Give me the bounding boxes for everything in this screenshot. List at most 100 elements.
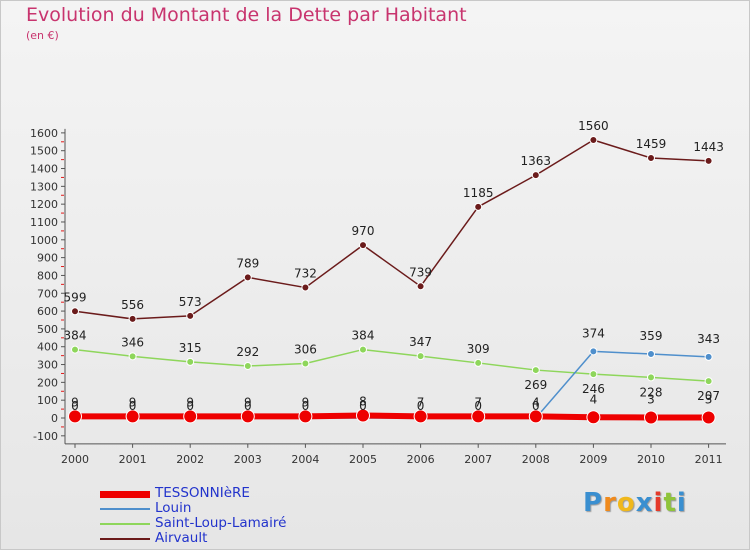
x-tick-label: 2000: [61, 453, 89, 466]
data-label-airvault: 556: [121, 298, 144, 312]
legend-label: Airvault: [155, 530, 208, 546]
data-point-tessonni-re: [183, 409, 198, 424]
legend-swatch: [100, 508, 150, 510]
legend-label: Saint-Loup-Lamairé: [155, 515, 287, 531]
data-label-louin: 0: [244, 399, 252, 413]
x-tick-label: 2001: [119, 453, 147, 466]
data-label-saint-loup-lamair-: 246: [582, 382, 605, 396]
data-label-saint-loup-lamair-: 347: [409, 335, 432, 349]
data-label-saint-loup-lamair-: 384: [64, 329, 87, 343]
data-point-saint-loup-lamair-: [531, 366, 540, 375]
data-point-airvault: [243, 273, 252, 282]
legend-label: Louin: [155, 500, 192, 516]
data-label-tessonni-re: 8: [359, 395, 367, 409]
data-label-louin: 0: [417, 399, 425, 413]
x-tick-label: 2005: [349, 453, 377, 466]
legend-label: TESSONNIèRE: [155, 485, 250, 501]
data-label-louin: 0: [71, 399, 79, 413]
data-point-saint-loup-lamair-: [301, 359, 310, 368]
x-tick-label: 2010: [637, 453, 665, 466]
x-tick-label: 2007: [464, 453, 492, 466]
data-point-saint-loup-lamair-: [704, 377, 713, 386]
logo-letter: i: [653, 488, 664, 518]
legend-swatch: [100, 523, 150, 525]
data-point-airvault: [128, 314, 137, 323]
data-label-airvault: 789: [236, 256, 259, 270]
data-label-louin: 0: [474, 399, 482, 413]
data-label-airvault: 1363: [521, 154, 552, 168]
data-point-airvault: [647, 154, 655, 163]
y-tick-label: 300: [37, 359, 58, 372]
data-label-saint-loup-lamair-: 292: [236, 345, 259, 359]
x-tick-label: 2003: [234, 453, 262, 466]
data-label-tessonni-re: 9: [302, 395, 310, 409]
data-label-saint-loup-lamair-: 309: [467, 342, 490, 356]
logo-letter: r: [603, 488, 617, 518]
y-tick-label: -100: [33, 430, 58, 443]
data-label-louin: 0: [359, 399, 367, 413]
data-label-louin: 359: [640, 329, 663, 343]
data-label-louin: 0: [302, 399, 310, 413]
data-label-louin: 343: [697, 332, 720, 346]
y-tick-label: 200: [37, 376, 58, 389]
logo-letter: i: [676, 488, 687, 518]
data-label-louin: 0: [186, 399, 194, 413]
data-point-airvault: [704, 156, 713, 165]
data-point-saint-loup-lamair-: [186, 357, 195, 366]
data-label-tessonni-re: 9: [71, 395, 79, 409]
legend-swatch: [100, 490, 150, 498]
y-tick-label: 600: [37, 305, 58, 318]
y-tick-label: 1200: [30, 198, 58, 211]
data-label-tessonni-re: 4: [590, 392, 598, 406]
data-label-tessonni-re: 9: [244, 395, 252, 409]
data-label-tessonni-re: 3: [647, 392, 655, 406]
data-label-saint-loup-lamair-: 269: [524, 378, 547, 392]
data-point-saint-loup-lamair-: [589, 370, 598, 379]
series-line-tessonni-re: [75, 412, 709, 421]
y-tick-label: 1500: [30, 145, 58, 158]
data-label-saint-loup-lamair-: 384: [352, 329, 375, 343]
data-point-saint-loup-lamair-: [243, 361, 252, 370]
data-point-airvault: [71, 307, 79, 316]
data-label-tessonni-re: 3: [705, 392, 713, 406]
data-point-saint-loup-lamair-: [128, 352, 137, 361]
logo-letter: x: [635, 488, 654, 518]
data-point-tessonni-re: [644, 410, 658, 425]
y-tick-label: 800: [37, 269, 58, 282]
y-tick-label: 100: [37, 394, 58, 407]
line-chart: -100010020030040050060070080090010001100…: [30, 119, 726, 466]
data-point-tessonni-re: [298, 409, 313, 424]
data-point-airvault: [474, 202, 483, 211]
data-label-saint-loup-lamair-: 315: [179, 341, 202, 355]
y-tick-label: 400: [37, 341, 58, 354]
data-point-tessonni-re: [586, 410, 601, 425]
x-tick-label: 2004: [291, 453, 319, 466]
data-label-tessonni-re: 7: [474, 395, 482, 409]
y-tick-label: 1600: [30, 127, 58, 140]
data-label-tessonni-re: 9: [186, 395, 194, 409]
data-label-airvault: 1443: [693, 140, 724, 154]
logo-letter: t: [663, 488, 677, 518]
data-label-airvault: 599: [64, 290, 87, 304]
data-point-airvault: [301, 283, 310, 292]
logo-letter: P: [583, 488, 604, 518]
data-label-louin: 0: [129, 399, 137, 413]
data-label-saint-loup-lamair-: 346: [121, 335, 144, 349]
y-tick-label: 1000: [30, 234, 58, 247]
data-point-tessonni-re: [701, 410, 716, 425]
y-tick-label: 900: [37, 252, 58, 265]
data-label-airvault: 1459: [636, 137, 667, 151]
series-line-saint-loup-lamair-: [74, 348, 709, 382]
data-label-airvault: 970: [352, 224, 375, 238]
data-point-saint-loup-lamair-: [416, 352, 425, 361]
data-point-tessonni-re: [413, 409, 428, 424]
series-line-louin: [75, 350, 709, 419]
data-point-tessonni-re: [471, 409, 486, 424]
proxiti-logo: Proxiti: [583, 488, 687, 518]
data-label-airvault: 573: [179, 295, 202, 309]
data-point-airvault: [416, 282, 425, 291]
data-point-louin: [704, 352, 713, 361]
data-point-saint-loup-lamair-: [647, 373, 655, 382]
y-tick-label: 1100: [30, 216, 58, 229]
data-label-saint-loup-lamair-: 228: [640, 385, 663, 399]
